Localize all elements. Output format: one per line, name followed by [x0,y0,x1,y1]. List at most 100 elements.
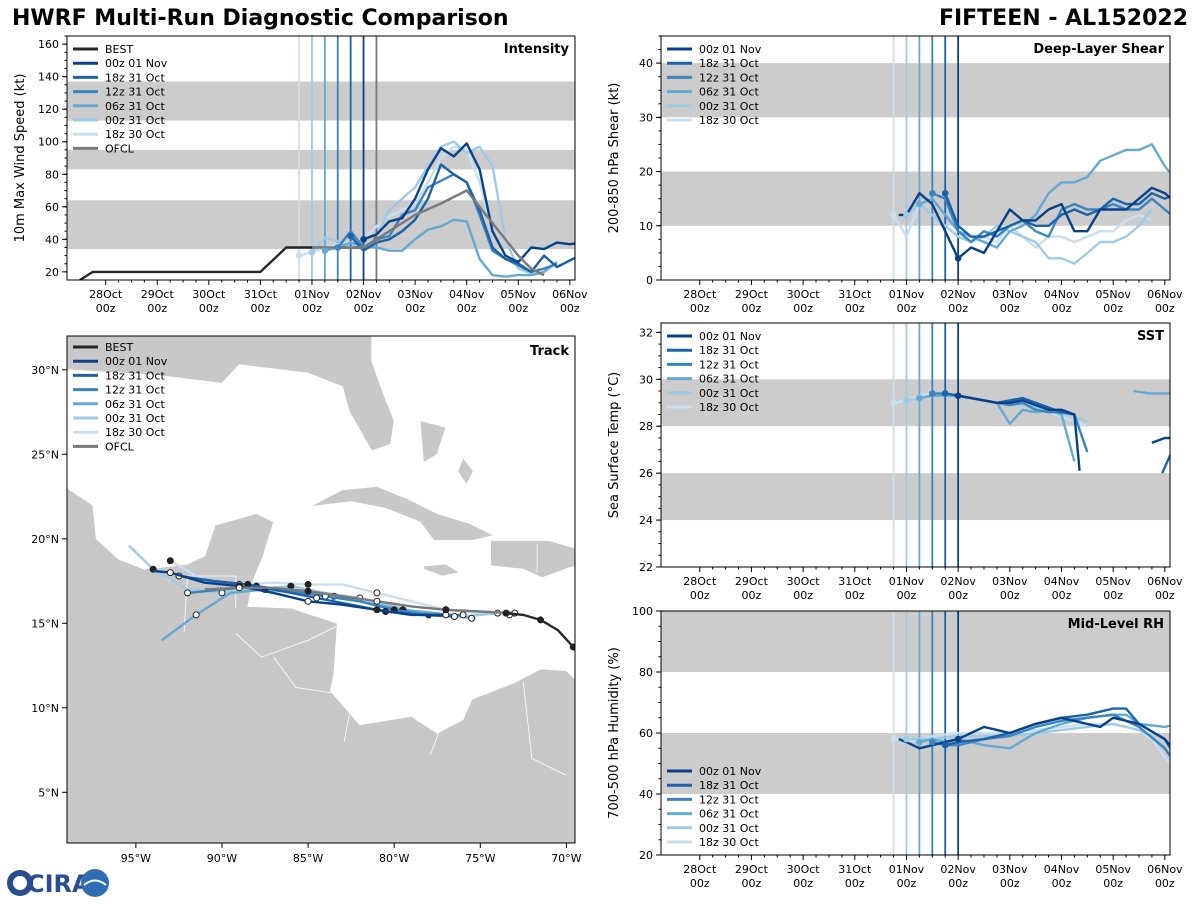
lat-tick-label: 25°N [31,448,59,461]
track-line [204,586,515,615]
panel-title: Mid-Level RH [1068,617,1164,632]
y-tick-label: 20 [639,166,653,179]
x-tick-label-hour: 00z [948,589,968,602]
lon-tick-label: 70°W [551,852,581,865]
x-tick-label-hour: 00z [1052,877,1072,890]
legend-label: 12z 31 Oct [105,86,165,99]
x-tick-label-date: 30Oct [787,288,821,301]
x-tick-label-hour: 00z [1155,302,1175,315]
y-tick-label: 30 [639,111,653,124]
track-map-area [67,336,575,843]
legend-label: 06z 31 Oct [699,373,759,386]
analysis-marker [890,735,897,743]
x-tick-label-hour: 00z [897,589,917,602]
legend-label: 00z 01 Nov [105,355,168,368]
legend-label: 18z 31 Oct [699,57,759,70]
track-point [459,611,467,619]
x-tick-label-date: 01Nov [294,288,330,301]
legend-label: 12z 31 Oct [699,793,759,806]
y-tick-label: 100 [38,136,59,149]
x-tick-label-date: 31Oct [838,863,872,876]
track-point [235,584,243,592]
y-tick-label: 60 [639,727,653,740]
y-tick-label: 22 [639,561,653,574]
x-tick-label-hour: 00z [1103,302,1123,315]
legend-label: 12z 31 Oct [105,384,165,397]
x-tick-label-hour: 00z [508,302,528,315]
x-tick-label-date: 29Oct [735,863,769,876]
threshold-band [67,81,575,121]
analysis-marker [928,189,936,197]
land-mass [309,485,496,541]
legend-label: BEST [105,43,133,56]
sst-panel: 22242628303228Oct00z29Oct00z30Oct00z31Oc… [607,322,1200,602]
x-tick-label-date: 05Nov [1095,575,1131,588]
x-tick-label-hour: 00z [742,589,762,602]
legend-label: 06z 31 Oct [699,86,759,99]
track-point [537,616,545,624]
x-tick-label-date: 06Nov [1147,288,1183,301]
y-tick-label: 160 [38,38,59,51]
track-point [166,569,174,577]
x-tick-label-date: 06Nov [1147,863,1183,876]
x-tick-label-hour: 00z [690,589,710,602]
track-point [468,614,476,622]
y-tick-label: 28 [639,420,653,433]
x-tick-label-hour: 00z [742,877,762,890]
rh-panel: 2040608010028Oct00z29Oct00z30Oct00z31Oct… [607,605,1183,890]
analysis-marker [903,211,910,219]
y-tick-label: 0 [646,274,653,287]
sst-plot-area [661,323,1200,567]
x-tick-label-hour: 00z [1052,589,1072,602]
rh-plot-area [661,611,1170,855]
analysis-marker [941,741,949,749]
x-tick-label-date: 31Oct [244,288,278,301]
x-tick-label-date: 28Oct [683,575,717,588]
x-tick-label-date: 03Nov [397,288,433,301]
x-tick-label-date: 06Nov [1147,575,1183,588]
series-line [1178,438,1200,454]
track-point [373,597,381,605]
analysis-marker [941,390,949,397]
track-point [502,609,510,617]
x-tick-label-hour: 00z [845,302,865,315]
threshold-band [661,611,1170,672]
x-tick-label-date: 28Oct [89,288,123,301]
series-line [932,713,1170,758]
x-tick-label-date: 04Nov [1044,288,1080,301]
y-tick-label: 30 [639,373,653,386]
analysis-marker [916,394,923,402]
legend-label: 00z 31 Oct [699,822,759,835]
lat-tick-label: 15°N [31,617,59,630]
series-line [349,163,575,274]
x-tick-label-date: 03Nov [992,288,1028,301]
y-tick-label: 60 [45,201,59,214]
x-tick-label-hour: 00z [793,302,813,315]
legend-label: 00z 31 Oct [699,387,759,400]
country-border [273,656,331,693]
track-line [152,569,446,617]
lon-tick-label: 95°W [121,852,151,865]
x-tick-label-hour: 00z [1052,302,1072,315]
legend-label: 00z 01 Nov [699,43,762,56]
panel-title: Track [530,344,569,359]
analysis-marker [373,236,380,243]
analysis-marker [954,255,962,262]
x-tick-label-hour: 00z [302,302,322,315]
track-point [442,606,450,614]
analysis-marker [941,189,949,197]
x-tick-label-hour: 00z [1155,589,1175,602]
series-line [312,189,545,277]
analysis-marker [347,232,354,240]
legend-label: 06z 31 Oct [699,808,759,821]
track-point [313,594,321,602]
series-line [363,142,575,264]
lat-tick-label: 5°N [38,786,59,799]
x-tick-label-date: 29Oct [735,288,769,301]
legend-label: 18z 31 Oct [105,71,165,84]
legend-label: 12z 31 Oct [699,71,759,84]
x-tick-label-date: 05Nov [1095,288,1131,301]
x-tick-label-date: 28Oct [683,288,717,301]
x-tick-label-hour: 00z [845,589,865,602]
